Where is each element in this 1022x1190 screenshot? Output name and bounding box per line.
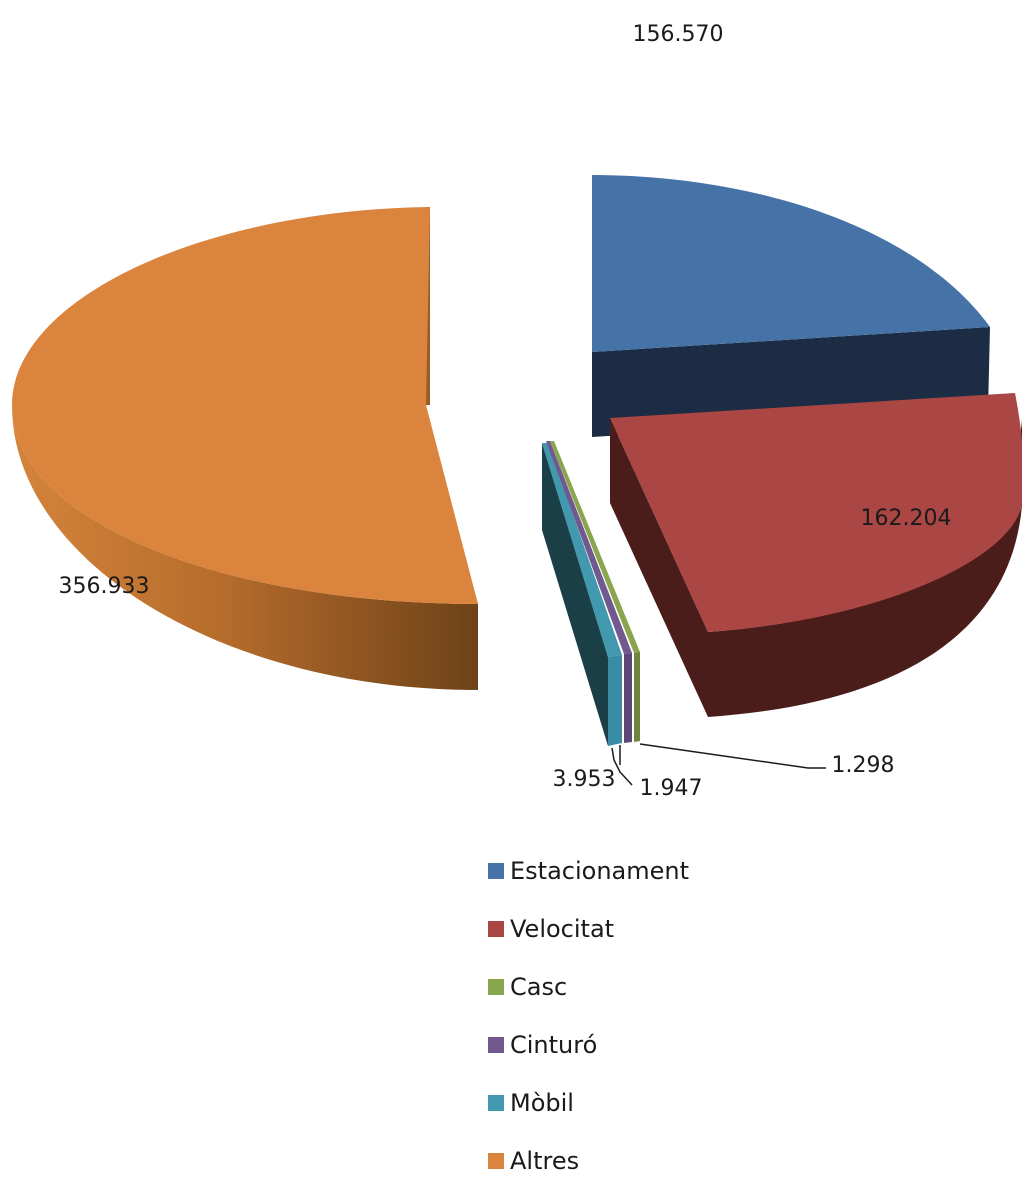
legend-swatch-altres xyxy=(488,1153,504,1169)
legend: Estacionament Velocitat Casc Cinturó Mòb… xyxy=(488,842,689,1190)
leader-line-mobil xyxy=(611,747,633,786)
data-label-casc: 1.298 xyxy=(832,753,895,778)
legend-item-estacionament: Estacionament xyxy=(488,842,689,900)
slice-altres xyxy=(12,207,478,690)
legend-swatch-velocitat xyxy=(488,921,504,937)
slice-mobil xyxy=(542,443,622,746)
pie-chart: 156.570 162.204 1.298 1.947 3.953 356.93… xyxy=(12,22,1022,801)
legend-label-casc: Casc xyxy=(510,973,568,1001)
slice-estacionament xyxy=(592,175,990,437)
slice-cinturo xyxy=(546,441,632,743)
legend-swatch-casc xyxy=(488,979,504,995)
legend-label-cinturo: Cinturó xyxy=(510,1031,598,1059)
legend-swatch-mobil xyxy=(488,1095,504,1111)
legend-item-mobil: Mòbil xyxy=(488,1074,689,1132)
legend-item-altres: Altres xyxy=(488,1132,689,1190)
legend-label-estacionament: Estacionament xyxy=(510,857,690,885)
legend-label-altres: Altres xyxy=(510,1147,580,1175)
data-label-estacionament: 156.570 xyxy=(633,22,724,47)
data-label-altres: 356.933 xyxy=(59,574,150,599)
legend-label-mobil: Mòbil xyxy=(510,1089,574,1117)
legend-swatch-estacionament xyxy=(488,863,504,879)
legend-item-cinturo: Cinturó xyxy=(488,1016,689,1074)
legend-swatch-cinturo xyxy=(488,1037,504,1053)
legend-item-velocitat: Velocitat xyxy=(488,900,689,958)
leader-line-casc xyxy=(639,743,826,769)
data-label-cinturo: 1.947 xyxy=(640,776,703,801)
slice-casc xyxy=(550,441,640,742)
data-label-mobil: 3.953 xyxy=(553,767,616,792)
data-label-velocitat: 162.204 xyxy=(861,506,952,531)
legend-item-casc: Casc xyxy=(488,958,689,1016)
slice-velocitat xyxy=(610,393,1022,717)
legend-label-velocitat: Velocitat xyxy=(510,915,615,943)
